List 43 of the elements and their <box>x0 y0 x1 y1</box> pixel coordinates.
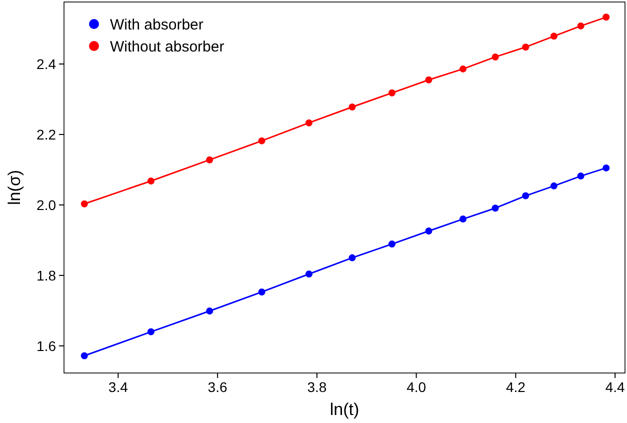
point <box>550 182 558 190</box>
point <box>388 89 396 96</box>
y-tick-label: 2.4 <box>36 56 56 72</box>
point <box>305 119 312 126</box>
x-tick-label: 4.2 <box>506 379 526 395</box>
legend-label: Without absorber <box>110 38 224 56</box>
point <box>577 172 584 180</box>
point <box>80 200 88 208</box>
point <box>206 156 214 164</box>
y-tick-label: 1.6 <box>36 338 56 354</box>
point <box>147 177 154 184</box>
x-tick-label: 4.0 <box>406 379 426 395</box>
point <box>522 192 530 200</box>
point <box>206 307 214 314</box>
y-tick-label: 2.2 <box>36 126 56 142</box>
x-tick-label: 3.8 <box>307 379 327 395</box>
point <box>460 216 467 223</box>
y-tick-label: 2.0 <box>36 196 56 213</box>
x-tick-label: 3.6 <box>208 379 228 395</box>
y-tick-label: 1.8 <box>36 267 56 284</box>
point <box>522 44 530 51</box>
point <box>550 32 558 40</box>
x-tick-label: 3.4 <box>108 379 128 395</box>
x-tick-label: 4.4 <box>605 379 626 395</box>
point <box>348 254 356 262</box>
point <box>258 288 266 296</box>
x-axis-title: ln(t) <box>330 400 360 419</box>
legend-label: With absorber <box>110 16 204 34</box>
point <box>348 103 356 110</box>
point <box>577 22 584 30</box>
point <box>258 137 266 144</box>
point <box>602 164 610 172</box>
point <box>388 240 396 248</box>
point <box>460 65 467 72</box>
point <box>425 76 432 84</box>
point <box>492 53 499 60</box>
y-axis-title: ln(σ) <box>5 170 24 206</box>
point <box>147 328 154 336</box>
point <box>305 270 312 278</box>
point <box>425 228 432 235</box>
point <box>80 352 88 360</box>
point <box>602 14 610 21</box>
point <box>492 204 499 212</box>
